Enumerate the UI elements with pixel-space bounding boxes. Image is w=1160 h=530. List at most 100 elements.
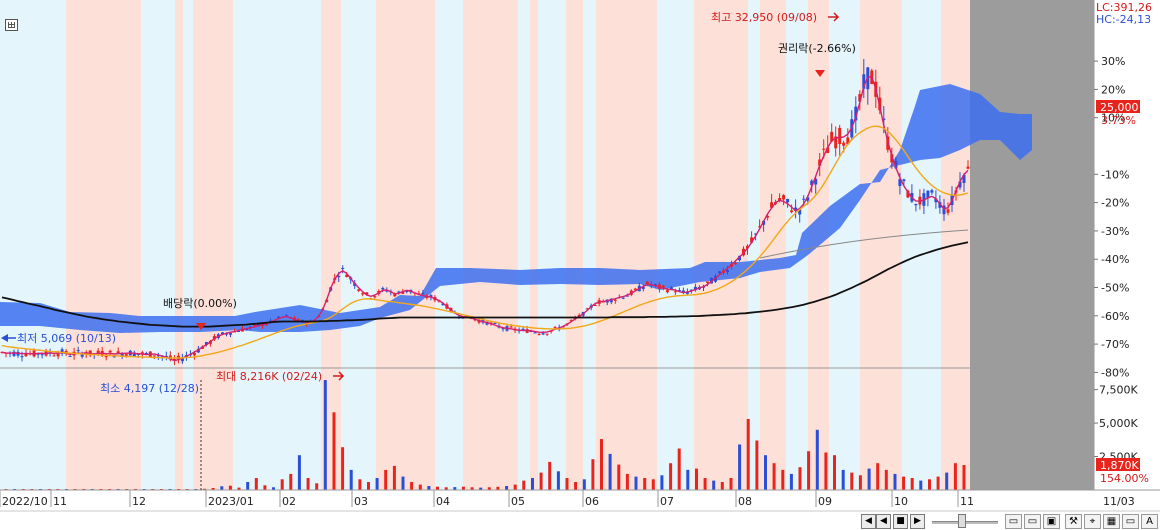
volume-bar <box>505 486 509 490</box>
volume-bar <box>315 483 319 490</box>
period-band <box>530 0 538 490</box>
period-band <box>175 0 183 490</box>
max-price-label: 최고 32,950 (09/08) <box>711 11 817 24</box>
candle-body <box>898 179 902 186</box>
candle-body <box>942 205 946 215</box>
max-price-arrow <box>828 12 840 22</box>
candle-body <box>533 332 537 334</box>
candle-body <box>265 324 268 326</box>
scroll-next-icon[interactable]: ▶ <box>910 514 925 529</box>
volume-bar <box>643 478 647 490</box>
candle-body <box>593 305 597 306</box>
volume-bar <box>824 452 828 490</box>
scroll-prev-icon[interactable]: ◀ <box>876 514 891 529</box>
candle-body <box>156 355 160 357</box>
scroll-first-icon[interactable]: ◀ <box>861 514 876 529</box>
candle-body <box>681 290 685 293</box>
zoom-in-icon[interactable]: ▭ <box>1024 514 1041 529</box>
lc-label: LC:391,26 <box>1096 1 1152 14</box>
volume-bar <box>332 412 336 490</box>
zoom-slider-thumb[interactable] <box>958 514 966 528</box>
period-band <box>141 0 175 490</box>
candle-body <box>397 291 401 293</box>
volume-bar <box>815 429 819 490</box>
volume-tick-label: 5,000K <box>1099 417 1138 430</box>
stop-icon[interactable]: ■ <box>893 514 908 529</box>
candle-body <box>381 288 385 290</box>
candle-body <box>493 323 497 324</box>
period-band <box>463 0 518 490</box>
candle-body <box>653 283 657 285</box>
max-volume-label: 최대 8,216K (02/24) <box>216 370 322 383</box>
x-tick-label: 2023/01 <box>208 495 254 508</box>
candle-body <box>521 328 525 330</box>
candle-body <box>645 281 649 285</box>
candle-body <box>946 209 950 213</box>
candle-body <box>778 198 782 201</box>
volume-bar <box>781 469 785 490</box>
window-icon[interactable]: ▭ <box>1122 514 1139 529</box>
period-band <box>760 0 786 490</box>
candle-body <box>818 159 822 166</box>
period-band <box>538 0 566 490</box>
fit-icon[interactable]: ▣ <box>1043 514 1060 529</box>
candle-body <box>786 199 790 203</box>
candle-body <box>790 210 794 213</box>
candle-body <box>665 290 669 293</box>
candle-body <box>882 118 886 121</box>
candle-body <box>221 332 224 335</box>
candle-body <box>429 295 433 298</box>
min-price-label: 최저 5,069 (10/13) <box>17 332 116 345</box>
period-band <box>0 0 66 490</box>
volume-bar <box>280 479 284 490</box>
candle-body <box>341 268 345 269</box>
period-band <box>341 0 376 490</box>
volume-bar <box>850 472 854 490</box>
crosshair-icon[interactable]: ⌖ <box>1084 514 1101 529</box>
candle-body <box>641 286 645 289</box>
candle-body <box>96 350 100 354</box>
grid-icon[interactable]: ▦ <box>1103 514 1120 529</box>
font-icon[interactable]: A <box>1141 514 1158 529</box>
volume-bar <box>764 455 767 490</box>
candle-body <box>405 291 409 292</box>
volume-bar <box>600 439 603 490</box>
candle-body <box>501 328 505 330</box>
volume-bar <box>910 478 914 490</box>
zoom-out-icon[interactable]: ▭ <box>1005 514 1022 529</box>
volume-bar <box>738 444 742 490</box>
max-volume-arrow <box>333 371 345 381</box>
volume-bar <box>211 488 215 490</box>
volume-bar <box>522 480 526 490</box>
candle-body <box>854 106 858 121</box>
candle-body <box>826 147 830 153</box>
candle-body <box>385 290 389 292</box>
price-tick-label: 30% <box>1101 55 1125 68</box>
candle-body <box>814 178 818 185</box>
candle-body <box>762 221 766 225</box>
volume-bar <box>444 487 448 490</box>
volume-bar <box>375 478 379 490</box>
volume-bar <box>798 467 802 490</box>
volume-bar <box>297 455 301 490</box>
volume-bar <box>470 487 474 490</box>
volume-bar <box>608 453 612 490</box>
price-tick-label: -50% <box>1101 282 1129 295</box>
candle-body <box>633 288 637 290</box>
candle-body <box>172 358 176 361</box>
volume-bar <box>565 478 569 490</box>
volume-bar <box>203 488 206 490</box>
ma-line-1 <box>1 75 969 362</box>
period-band <box>596 0 657 490</box>
candle-body <box>958 181 962 188</box>
candle-body <box>930 190 934 193</box>
candle-body <box>76 350 80 352</box>
ma-line-long-grey <box>759 229 969 259</box>
candle-body <box>401 291 405 294</box>
x-tick-label: 05 <box>511 495 525 508</box>
grid-table-icon[interactable] <box>5 19 18 31</box>
price-tick-label: -10% <box>1101 168 1129 181</box>
tool-icon[interactable]: ⚒ <box>1065 514 1082 529</box>
candle-body <box>693 286 697 291</box>
volume-bar <box>358 479 362 490</box>
